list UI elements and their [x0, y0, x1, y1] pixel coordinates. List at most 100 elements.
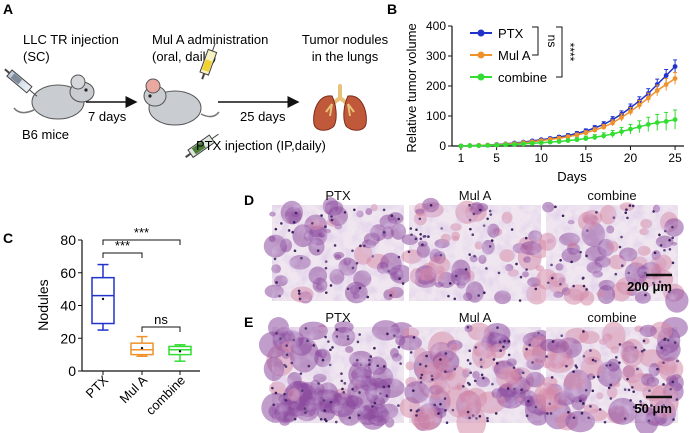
data-point — [628, 109, 633, 114]
y-tick-label: 100 — [426, 109, 446, 123]
d-col-ptx: PTX — [325, 188, 351, 203]
box-combine — [168, 344, 192, 362]
data-point — [583, 136, 589, 141]
histology-image — [401, 197, 551, 305]
data-point — [645, 122, 651, 127]
data-point — [565, 138, 571, 144]
data-point — [672, 64, 678, 69]
data-point — [672, 117, 678, 122]
panel-label-b: B — [387, 1, 397, 17]
e-col-ptx: PTX — [325, 310, 351, 325]
data-point — [654, 88, 660, 93]
step3-title: Tumor nodules — [302, 32, 389, 47]
mouse-label: B6 mice — [22, 127, 69, 142]
y-tick-label: 0 — [68, 363, 76, 379]
data-point — [619, 129, 624, 135]
ns-bracket — [532, 26, 539, 56]
tissue-texture — [546, 327, 678, 423]
panel-label-d: D — [244, 192, 254, 208]
chart-b-xlabel: Days — [557, 169, 587, 184]
scale-bar-label: 50 μm — [634, 401, 672, 416]
sig-annotation: **** — [563, 43, 577, 62]
x-tick-label: combine — [143, 373, 188, 418]
data-point — [628, 126, 633, 132]
legend-label: Mul A — [498, 48, 531, 63]
panel-d: D — [244, 192, 254, 208]
data-point — [601, 133, 607, 139]
y-tick-label: 20 — [60, 330, 76, 346]
panel-a: A LLC TR injection (SC) B6 mice 7 days M… — [3, 1, 389, 159]
tissue-texture — [272, 327, 404, 423]
data-point — [520, 141, 526, 147]
x-tick-label: 5 — [493, 151, 500, 165]
scale-bar: 200 μm — [627, 273, 672, 294]
series-mul-a — [458, 72, 678, 149]
data-point — [592, 127, 598, 133]
ns-annotation: ns — [545, 35, 559, 48]
data-point — [574, 137, 580, 143]
data-point — [601, 124, 607, 130]
step1-subtitle: (SC) — [23, 49, 50, 64]
y-tick-label: 40 — [60, 298, 76, 314]
histology-grid: 200 μm 50 μm — [258, 197, 689, 433]
panel-label-a: A — [3, 1, 13, 17]
panel-label-c: C — [3, 230, 13, 246]
data-point — [645, 95, 651, 101]
data-point — [458, 143, 464, 149]
data-point — [503, 142, 508, 148]
histology-image: 200 μm — [536, 201, 689, 313]
y-tick-label: 300 — [426, 49, 446, 63]
box-rect — [130, 342, 154, 356]
data-point — [636, 102, 642, 108]
histology-image — [263, 197, 413, 304]
data-point — [494, 142, 500, 148]
histology-image: 50 μm — [533, 316, 688, 433]
y-tick-label: 400 — [426, 19, 446, 33]
box-rect — [91, 276, 115, 325]
panel-label-e: E — [244, 314, 253, 330]
box-mul-a — [130, 335, 154, 358]
chart-b-ylabel: Relative tumor volume — [404, 23, 419, 152]
x-tick-label: 15 — [579, 151, 593, 165]
data-point — [512, 142, 517, 147]
tissue-texture — [546, 205, 678, 301]
mouse-icon — [13, 74, 95, 120]
lungs-icon — [313, 84, 367, 131]
ptx-syringe-icon — [185, 133, 219, 159]
data-point — [636, 124, 642, 130]
data-point — [565, 134, 571, 140]
y-tick-label: 60 — [60, 265, 76, 281]
data-point — [654, 120, 660, 125]
y-tick-label: 200 — [426, 79, 446, 93]
data-point — [467, 143, 473, 149]
d-col-mula: Mul A — [458, 188, 492, 203]
legend-label: combine — [498, 70, 547, 85]
panel-e: E — [244, 314, 253, 330]
y-tick-label: 80 — [60, 232, 76, 248]
arrow2-label: 25 days — [240, 109, 286, 124]
data-point — [529, 140, 535, 146]
mean-marker — [101, 297, 105, 301]
d-col-combine: combine — [587, 188, 637, 203]
data-point — [610, 131, 616, 137]
x-tick-label: 1 — [458, 151, 465, 165]
data-point — [574, 132, 580, 138]
step3-subtitle: in the lungs — [312, 49, 379, 64]
arrow1-label: 7 days — [88, 109, 127, 124]
mean-marker — [140, 346, 144, 350]
y-tick-label: 0 — [439, 139, 446, 153]
legend-marker — [477, 73, 485, 81]
scale-bar-label: 200 μm — [627, 279, 672, 294]
box-ptx — [91, 263, 115, 331]
box-rect — [168, 345, 192, 356]
ptx-injection-label: PTX injection (IP,daily) — [196, 138, 326, 153]
data-point — [663, 119, 669, 124]
data-point — [610, 120, 616, 126]
comparison-label: *** — [134, 225, 149, 240]
data-point — [592, 134, 598, 140]
e-col-combine: combine — [587, 310, 637, 325]
comparison-bracket — [102, 252, 143, 258]
data-point — [672, 76, 678, 81]
